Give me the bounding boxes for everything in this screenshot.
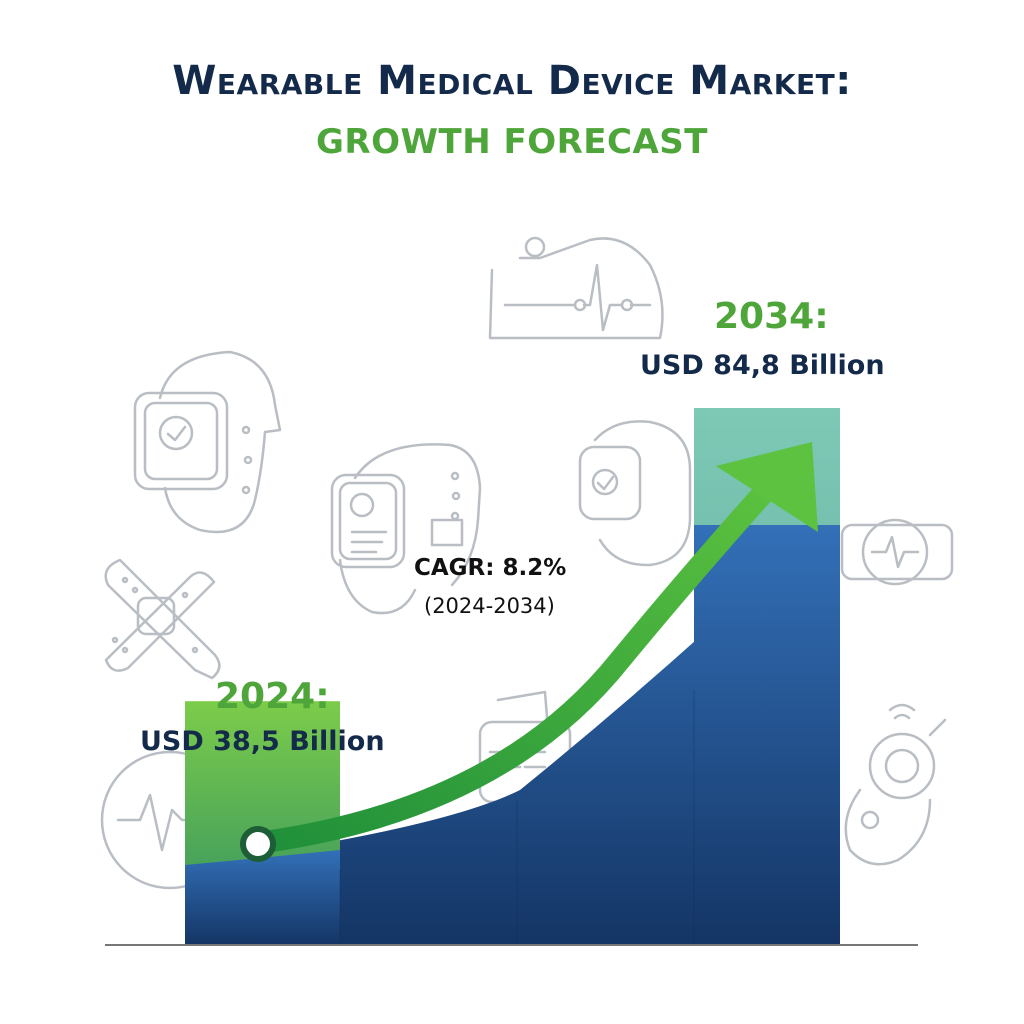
medical-patch-icon: [104, 558, 221, 680]
page-title: Wearable Medical Device Market:: [172, 58, 852, 104]
growth-area: [185, 525, 840, 945]
fitness-band-icon: [330, 443, 482, 615]
hearing-aid-icon: [844, 703, 947, 866]
end-value-label: USD 84,8 Billion: [640, 350, 885, 381]
bar-2034-base: [694, 525, 840, 945]
page-subtitle: GROWTH FORECAST: [316, 122, 708, 162]
cagr-period-label: (2024-2034): [424, 594, 555, 618]
growth-area-front: [185, 850, 340, 945]
growth-arrow-head: [716, 442, 818, 532]
start-marker: [240, 826, 276, 862]
start-value-label: USD 38,5 Billion: [140, 726, 385, 757]
wrist-tracker-icon: [578, 420, 692, 567]
smartwatch-icon: [133, 350, 282, 534]
heart-monitor-watch-icon: [840, 518, 954, 586]
cagr-label: CAGR: 8.2%: [414, 555, 567, 581]
end-year-label: 2034:: [714, 296, 829, 337]
start-year-label: 2024:: [215, 676, 330, 717]
growth-arrow: [256, 472, 784, 854]
ecg-patch-icon: [488, 236, 664, 340]
